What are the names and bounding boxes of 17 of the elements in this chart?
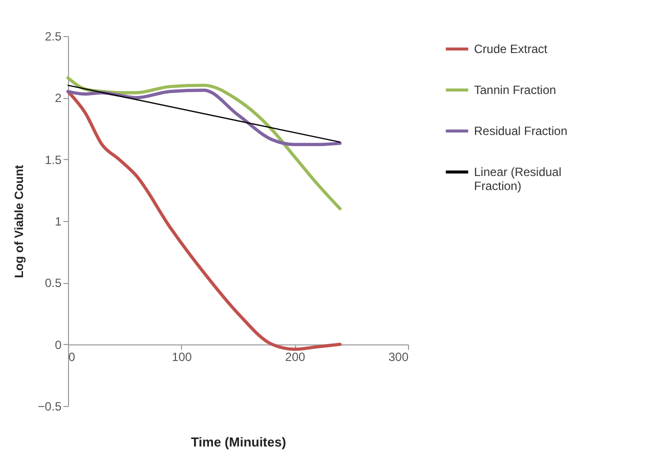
- legend-label: Tannin Fraction: [474, 83, 556, 97]
- y-tick-label: 2: [54, 91, 62, 106]
- y-tick-label: 0.5: [44, 276, 62, 290]
- y-tick-label: 0: [54, 338, 62, 352]
- y-tick-label: 2.5: [44, 30, 62, 44]
- x-tick-label: 0: [68, 350, 76, 364]
- y-axis-title: Log of Viable Count: [12, 164, 26, 278]
- legend-label: Crude Extract: [474, 42, 548, 56]
- x-tick-label: 100: [172, 350, 192, 364]
- x-tick-label: 200: [285, 350, 306, 364]
- y-tick-label: 1: [54, 214, 62, 228]
- x-tick-label: 300: [388, 350, 409, 364]
- x-axis-title: Time (Minuites): [190, 434, 286, 450]
- legend-label: Linear (Residual Fraction): [474, 165, 562, 193]
- y-tick-label: 1.5: [44, 152, 62, 167]
- legend-label: Residual Fraction: [474, 124, 568, 138]
- y-tick-label: −0.5: [38, 400, 62, 414]
